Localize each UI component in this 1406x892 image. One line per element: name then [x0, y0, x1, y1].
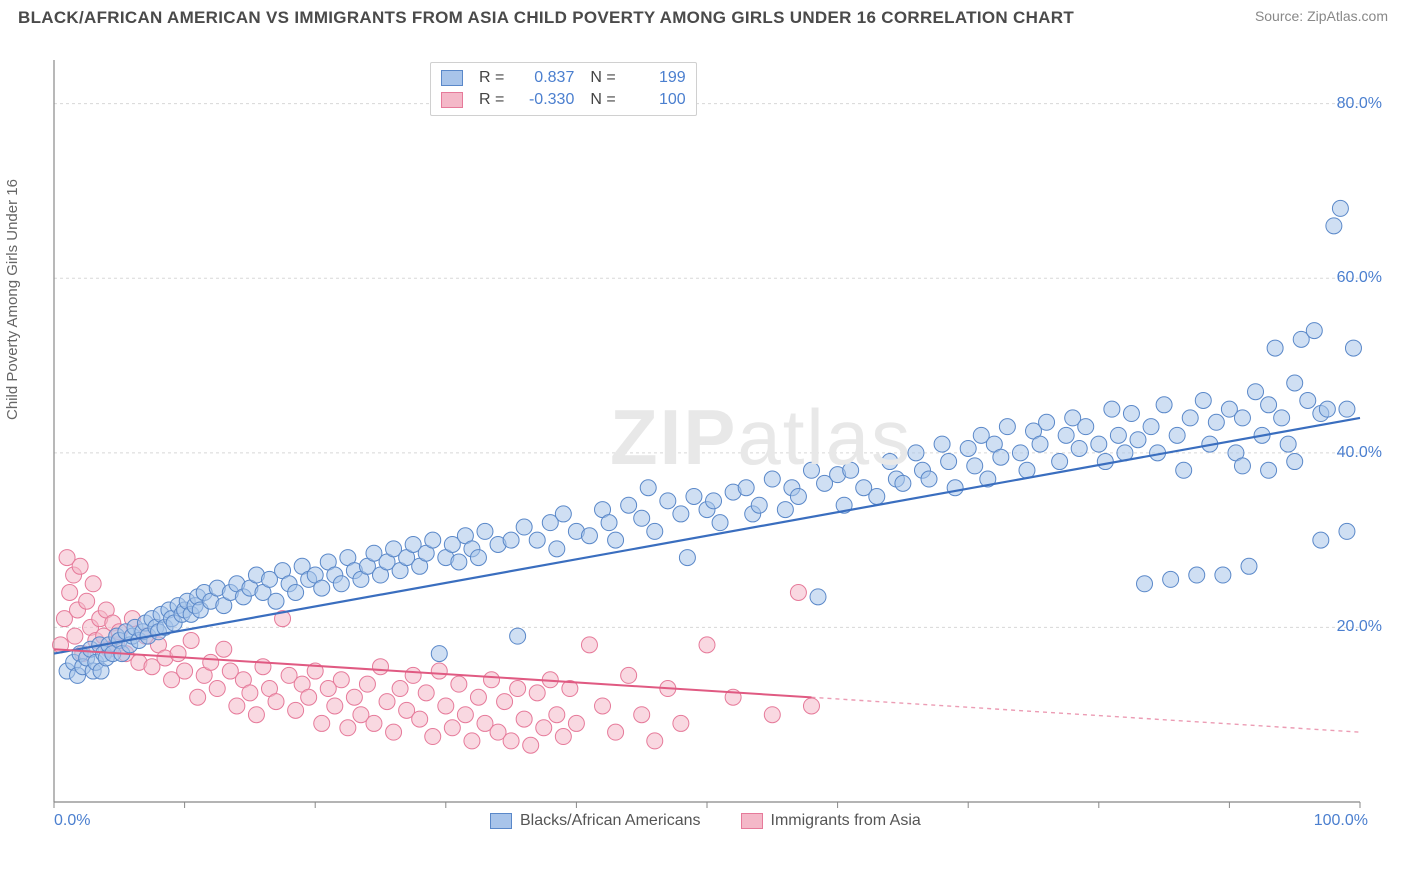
y-tick-label: 20.0% — [1337, 618, 1382, 636]
r-value-pink: -0.330 — [514, 91, 574, 109]
r-label: R = — [479, 91, 504, 109]
swatch-pink — [441, 92, 463, 108]
r-value-blue: 0.837 — [514, 69, 574, 87]
chart-header: BLACK/AFRICAN AMERICAN VS IMMIGRANTS FRO… — [0, 0, 1406, 32]
legend-item-blue: Blacks/African Americans — [490, 812, 701, 830]
swatch-blue — [441, 70, 463, 86]
x-axis-max-label: 100.0% — [1314, 812, 1368, 830]
legend-item-pink: Immigrants from Asia — [741, 812, 921, 830]
source-attribution: Source: ZipAtlas.com — [1255, 8, 1388, 24]
series-legend: Blacks/African Americans Immigrants from… — [490, 812, 921, 830]
swatch-pink-bottom — [741, 813, 763, 829]
y-tick-label: 40.0% — [1337, 444, 1382, 462]
y-tick-label: 60.0% — [1337, 269, 1382, 287]
source-prefix: Source: — [1255, 8, 1307, 24]
n-label: N = — [590, 69, 615, 87]
chart-title: BLACK/AFRICAN AMERICAN VS IMMIGRANTS FRO… — [18, 8, 1074, 28]
legend-row-blue: R = 0.837 N = 199 — [441, 67, 686, 89]
y-tick-label: 80.0% — [1337, 95, 1382, 113]
swatch-blue-bottom — [490, 813, 512, 829]
n-label: N = — [590, 91, 615, 109]
n-value-pink: 100 — [626, 91, 686, 109]
source-name: ZipAtlas.com — [1307, 8, 1388, 24]
legend-label-blue: Blacks/African Americans — [520, 812, 701, 830]
n-value-blue: 199 — [626, 69, 686, 87]
legend-row-pink: R = -0.330 N = 100 — [441, 89, 686, 111]
legend-label-pink: Immigrants from Asia — [771, 812, 921, 830]
r-label: R = — [479, 69, 504, 87]
chart-area: ZIPatlas R = 0.837 N = 199 R = -0.330 N … — [50, 42, 1390, 832]
x-axis-min-label: 0.0% — [54, 812, 90, 830]
y-axis-label: Child Poverty Among Girls Under 16 — [4, 179, 21, 420]
scatter-plot-svg — [50, 42, 1390, 832]
correlation-legend: R = 0.837 N = 199 R = -0.330 N = 100 — [430, 62, 697, 116]
